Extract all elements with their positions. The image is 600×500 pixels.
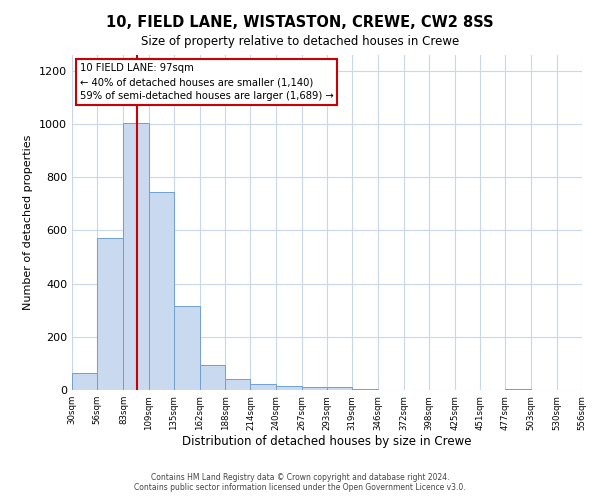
Bar bbox=[302, 386, 327, 390]
Bar bbox=[225, 380, 250, 390]
Text: Contains HM Land Registry data © Crown copyright and database right 2024.
Contai: Contains HM Land Registry data © Crown c… bbox=[134, 473, 466, 492]
Bar bbox=[97, 238, 124, 390]
Text: 10, FIELD LANE, WISTASTON, CREWE, CW2 8SS: 10, FIELD LANE, WISTASTON, CREWE, CW2 8S… bbox=[106, 15, 494, 30]
Bar bbox=[174, 306, 200, 390]
Y-axis label: Number of detached properties: Number of detached properties bbox=[23, 135, 34, 310]
Text: Size of property relative to detached houses in Crewe: Size of property relative to detached ho… bbox=[141, 35, 459, 48]
Bar bbox=[149, 192, 174, 390]
Bar bbox=[250, 384, 275, 390]
Bar bbox=[352, 388, 379, 390]
Text: 10 FIELD LANE: 97sqm
← 40% of detached houses are smaller (1,140)
59% of semi-de: 10 FIELD LANE: 97sqm ← 40% of detached h… bbox=[80, 64, 334, 102]
Bar bbox=[200, 364, 225, 390]
Bar bbox=[327, 388, 352, 390]
Bar bbox=[505, 388, 530, 390]
Bar bbox=[275, 386, 302, 390]
Bar bbox=[72, 372, 97, 390]
X-axis label: Distribution of detached houses by size in Crewe: Distribution of detached houses by size … bbox=[182, 436, 472, 448]
Bar bbox=[124, 123, 149, 390]
